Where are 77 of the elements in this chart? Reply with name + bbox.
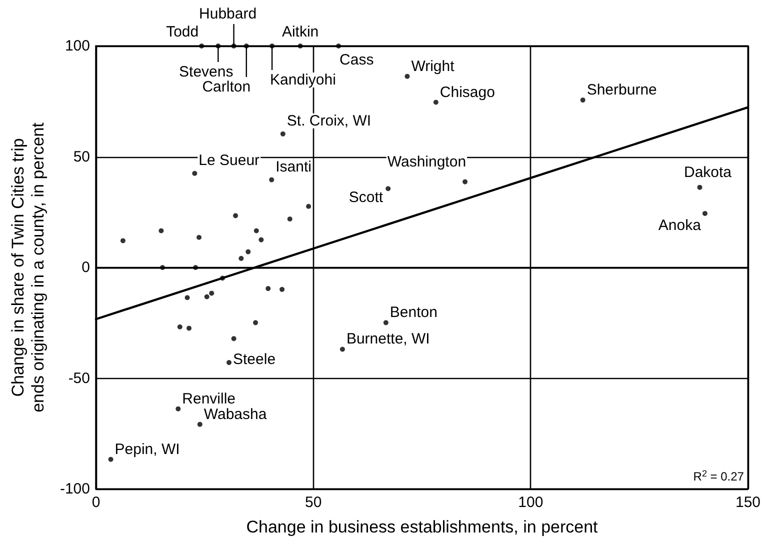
- point: [176, 406, 181, 412]
- point: [462, 179, 468, 184]
- point: [209, 290, 214, 296]
- annotation: Chisago: [440, 84, 495, 101]
- point: [270, 44, 275, 48]
- point: [238, 256, 244, 261]
- point: [253, 320, 258, 326]
- annotation: Anoka: [658, 216, 702, 234]
- annotation: Steele: [233, 351, 276, 368]
- point: [204, 294, 210, 300]
- annotation: Renville: [182, 390, 236, 408]
- point: [186, 326, 192, 331]
- point: [184, 295, 190, 300]
- point: [306, 204, 312, 209]
- annotation: Wabasha: [204, 406, 268, 423]
- y-tick-label: 100: [64, 38, 90, 54]
- point: [254, 228, 259, 234]
- point: [702, 210, 708, 216]
- annotation: Dakota: [684, 164, 732, 181]
- annotation: Pepin, WI: [114, 440, 180, 458]
- point: [336, 44, 342, 48]
- annotation: Burnette, WI: [346, 330, 430, 348]
- point: [258, 237, 264, 242]
- annotation: Hubbard: [199, 6, 257, 22]
- x-axis-title: Change in business establishments, in percent: [246, 518, 598, 536]
- point: [108, 456, 114, 462]
- x-tick-label: 100: [518, 494, 544, 511]
- point: [231, 336, 236, 342]
- y-tick-label: 50: [73, 148, 90, 166]
- y-tick-label: 0: [82, 259, 90, 276]
- point: [340, 346, 345, 352]
- point: [287, 216, 292, 222]
- point: [177, 324, 182, 330]
- point: [386, 186, 391, 192]
- annotation: Wright: [411, 58, 456, 75]
- annotation: Cass: [340, 52, 374, 68]
- annotation: Benton: [390, 304, 438, 322]
- point: [298, 44, 303, 48]
- point: [233, 213, 238, 218]
- point: [280, 286, 285, 292]
- point: [196, 234, 202, 240]
- annotation: Scott: [348, 189, 384, 206]
- point: [404, 74, 410, 79]
- annotation: Washington: [387, 153, 466, 170]
- annotation: Sherburne: [586, 82, 657, 99]
- point: [697, 184, 702, 190]
- annotation: Stevens: [179, 64, 234, 80]
- y-tick-label: -100: [60, 480, 90, 498]
- point: [280, 131, 286, 136]
- y-tick-label: -50: [68, 370, 90, 387]
- point: [244, 44, 249, 48]
- x-tick-label: 0: [92, 494, 100, 511]
- point: [199, 44, 204, 48]
- x-tick-label: 50: [304, 494, 322, 511]
- annotation: Le Sueur: [198, 152, 260, 169]
- point: [160, 265, 166, 270]
- annotation: St. Croix, WI: [286, 112, 372, 130]
- annotation: Kandiyohi: [270, 72, 336, 88]
- point: [226, 360, 232, 366]
- x-tick-label: 150: [735, 494, 761, 511]
- point: [580, 98, 586, 103]
- annotation: Isanti: [276, 158, 312, 176]
- annotation: Aitkin: [282, 24, 319, 40]
- point: [158, 228, 164, 234]
- point: [433, 100, 438, 105]
- point: [192, 170, 198, 176]
- point: [220, 276, 225, 281]
- point: [197, 422, 202, 427]
- annotation: Carlton: [202, 78, 251, 96]
- point: [383, 320, 388, 326]
- annotation: Todd: [166, 24, 199, 40]
- point: [269, 177, 274, 182]
- point: [193, 265, 198, 270]
- y-axis-title: Change in share of Twin Cities trip ends originating in a county, in percent: [8, 122, 48, 412]
- point: [120, 238, 126, 244]
- point: [246, 249, 251, 254]
- point: [266, 286, 271, 292]
